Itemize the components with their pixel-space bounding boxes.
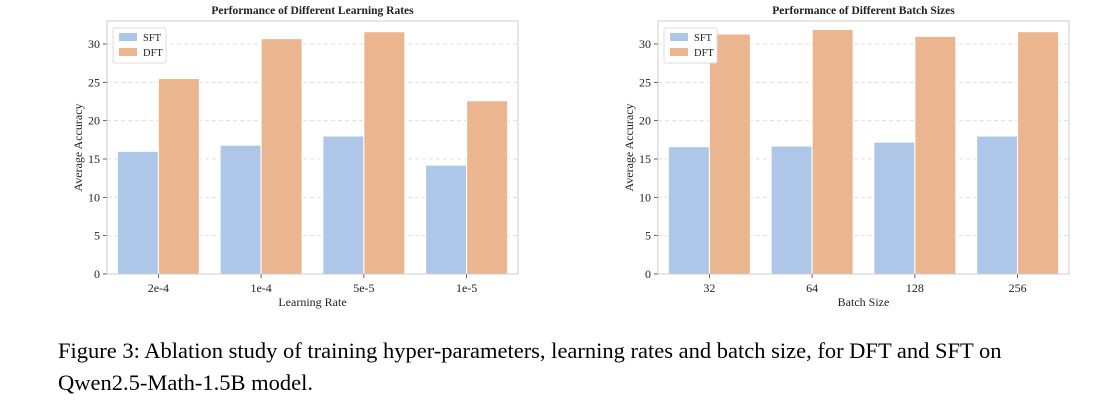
x-tick-label: 1e-5	[456, 281, 477, 295]
bar-dft-128	[914, 35, 957, 275]
y-tick-label: 10	[88, 190, 100, 204]
y-tick-label: 30	[639, 37, 651, 51]
y-tick-label: 25	[639, 75, 651, 89]
plot-frame	[106, 20, 519, 275]
y-tick-label: 5	[645, 229, 651, 243]
x-tick-label: 256	[1009, 281, 1027, 295]
bar-sft-128	[873, 141, 916, 275]
legend-swatch-sft	[119, 33, 137, 41]
y-tick-label: 10	[639, 190, 651, 204]
x-tick-label: 64	[806, 281, 818, 295]
chart-batch-sizes: Performance of Different Batch Sizes 0 5 10…	[622, 5, 1070, 309]
legend-swatch-dft	[119, 48, 137, 56]
x-tick-label: 5e-5	[353, 281, 374, 295]
bar-dft-64	[811, 28, 854, 275]
chart-learning-rates: Performance of Different Learning Rates 0…	[71, 5, 519, 309]
y-tick-label: 5	[94, 229, 100, 243]
bar-sft-2e-4	[116, 150, 159, 275]
legend-label-dft: DFT	[143, 48, 163, 59]
figure-caption: Figure 3: Ablation study of training hyp…	[58, 338, 1002, 395]
legend-label-sft: SFT	[694, 33, 713, 44]
bar-sft-1e-4	[219, 144, 262, 275]
legend: SFT DFT	[112, 27, 167, 64]
y-tick-label: 25	[88, 75, 100, 89]
y-axis-label: Average Accuracy	[622, 103, 636, 191]
y-tick-label: 15	[639, 152, 651, 166]
y-tick-label: 30	[88, 37, 100, 51]
chart-title: Performance of Different Batch Sizes	[772, 5, 955, 17]
legend-swatch-sft	[670, 33, 688, 41]
y-tick-label: 20	[88, 114, 100, 128]
bar-dft-1e-5	[466, 100, 509, 275]
bar-sft-1e-5	[425, 164, 468, 275]
bar-dft-256	[1017, 31, 1060, 275]
bar-sft-32	[667, 146, 710, 275]
x-tick-label: 2e-4	[148, 281, 169, 295]
bar-sft-64	[770, 145, 813, 275]
chart-title: Performance of Different Learning Rates	[211, 5, 414, 17]
legend-label-sft: SFT	[143, 33, 162, 44]
x-tick-label: 128	[906, 281, 924, 295]
y-tick-label: 15	[88, 152, 100, 166]
bar-dft-1e-4	[260, 38, 303, 275]
legend-label-dft: DFT	[694, 48, 714, 59]
legend-swatch-dft	[670, 48, 688, 56]
x-tick-label: 1e-4	[250, 281, 271, 295]
y-axis-label: Average Accuracy	[71, 103, 85, 191]
x-axis-label: Batch Size	[838, 295, 890, 309]
x-axis-label: Learning Rate	[278, 295, 346, 309]
plot-frame	[657, 20, 1070, 275]
bar-sft-5e-5	[322, 135, 365, 275]
bar-dft-5e-5	[363, 31, 406, 275]
y-tick-label: 0	[645, 267, 651, 281]
bar-sft-256	[976, 135, 1019, 275]
y-tick-label: 20	[639, 114, 651, 128]
x-tick-label: 32	[703, 281, 715, 295]
bar-dft-2e-4	[157, 78, 200, 275]
y-tick-label: 0	[94, 267, 100, 281]
legend: SFT DFT	[663, 27, 718, 64]
bar-dft-32	[708, 33, 751, 275]
